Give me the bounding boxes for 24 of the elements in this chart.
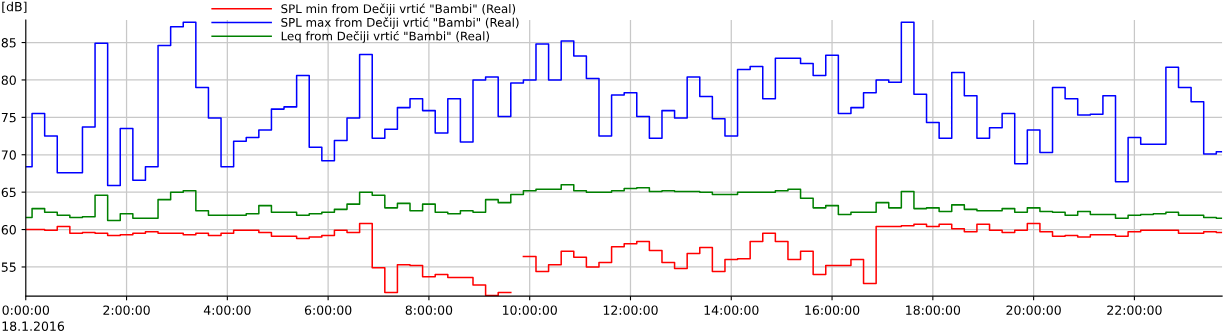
x-tick-label: 6:00:00 bbox=[304, 305, 352, 315]
legend-label: SPL min from Dečiji vrtić "Bambi" (Real) bbox=[281, 3, 516, 16]
x-tick-label: 2:00:00 bbox=[103, 305, 150, 315]
x-tick-label: 10:00:00 bbox=[503, 305, 557, 315]
x-tick-label: 4:00:00 bbox=[203, 305, 251, 315]
x-tick-label: 22:00:00 bbox=[1107, 305, 1162, 315]
text: 18.1.2016 bbox=[2, 321, 65, 331]
y-tick-label: 80 bbox=[1, 75, 16, 85]
x-tick-label: 0:00:00 bbox=[2, 305, 50, 315]
y-axis-title: [dB] bbox=[2, 1, 27, 13]
y-tick-label: 60 bbox=[1, 225, 16, 235]
legend-label: SPL max from Dečiji vrtić "Bambi" (Real) bbox=[281, 17, 519, 30]
x-tick-label: 18:00:00 bbox=[906, 305, 961, 315]
y-tick-label: 85 bbox=[1, 38, 16, 48]
x-tick-label: 8:00:00 bbox=[405, 305, 453, 315]
y-tick-label: 75 bbox=[1, 112, 16, 123]
y-tick-label: 70 bbox=[1, 150, 16, 160]
y-tick-label: 55 bbox=[1, 262, 16, 272]
x-tick-label: 20:00:00 bbox=[1006, 305, 1061, 315]
x-tick-label: 16:00:00 bbox=[805, 305, 860, 315]
legend-label: Leq from Dečiji vrtić "Bambi" (Real) bbox=[281, 30, 489, 43]
y-tick-label: 65 bbox=[1, 187, 16, 198]
x-tick-label: 14:00:00 bbox=[704, 305, 759, 315]
x-tick-label: 12:00:00 bbox=[603, 305, 658, 315]
